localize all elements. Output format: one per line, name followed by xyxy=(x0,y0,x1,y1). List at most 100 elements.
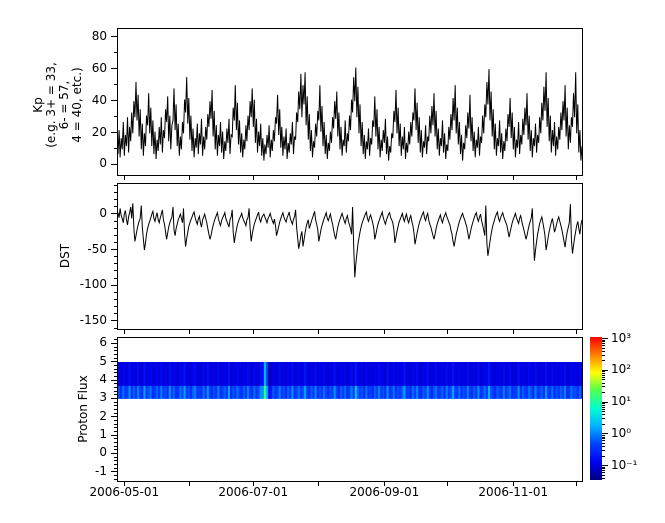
y-minor-tick xyxy=(114,199,117,201)
x-month-tick xyxy=(318,329,320,334)
colorbar-minor-tick xyxy=(602,455,605,457)
colorbar-minor-tick xyxy=(602,382,605,384)
y-tick-label: 60 xyxy=(91,60,107,75)
y-minor-tick xyxy=(114,394,117,396)
x-month-tick xyxy=(123,175,125,180)
dst-panel xyxy=(117,183,583,330)
x-month-tick xyxy=(383,481,385,486)
y-minor-tick xyxy=(114,419,117,421)
x-month-tick xyxy=(512,481,514,486)
x-month-tick xyxy=(318,481,320,486)
y-minor-tick xyxy=(114,375,117,377)
colorbar-major-tick xyxy=(602,338,608,340)
y-tick-label: -1 xyxy=(95,463,107,478)
y-minor-tick xyxy=(114,241,117,243)
y-major-tick xyxy=(111,100,117,102)
y-minor-tick xyxy=(114,148,117,149)
y-major-tick xyxy=(111,68,117,70)
y-minor-tick xyxy=(114,430,117,432)
colorbar-tick-label: 10² xyxy=(611,362,632,377)
colorbar-minor-tick xyxy=(602,434,605,436)
y-major-tick xyxy=(111,163,117,165)
colorbar-major-tick xyxy=(602,401,608,403)
kp-panel xyxy=(117,28,583,176)
x-month-tick xyxy=(189,481,191,486)
colorbar-minor-tick xyxy=(602,442,605,444)
y-minor-tick xyxy=(114,364,117,366)
x-month-tick xyxy=(447,175,449,180)
y-tick-label: -100 xyxy=(79,277,107,292)
y-minor-tick xyxy=(114,184,117,186)
colorbar-minor-tick xyxy=(602,470,605,472)
colorbar-minor-tick xyxy=(602,438,605,440)
y-major-tick xyxy=(111,471,117,473)
y-minor-tick xyxy=(114,445,117,447)
colorbar-minor-tick xyxy=(602,371,605,373)
y-major-tick xyxy=(111,36,117,38)
y-minor-tick xyxy=(114,263,117,265)
colorbar-minor-tick xyxy=(602,360,605,362)
colorbar-minor-tick xyxy=(602,474,605,476)
y-minor-tick xyxy=(114,467,117,469)
y-minor-tick xyxy=(114,438,117,440)
y-minor-tick xyxy=(114,405,117,407)
colorbar-minor-tick xyxy=(602,403,605,405)
y-minor-tick xyxy=(114,412,117,414)
y-minor-tick xyxy=(114,206,117,208)
colorbar-minor-tick xyxy=(602,446,605,448)
colorbar-tick-label: 10⁰ xyxy=(611,425,632,440)
y-minor-tick xyxy=(114,427,117,429)
y-minor-tick xyxy=(114,423,117,425)
y-minor-tick xyxy=(114,383,117,385)
y-tick-label: 0 xyxy=(99,156,107,171)
y-major-tick xyxy=(111,452,117,454)
x-month-tick xyxy=(252,329,254,334)
y-minor-tick xyxy=(114,227,117,229)
y-tick-label: -150 xyxy=(79,312,107,327)
colorbar-minor-tick xyxy=(602,450,605,452)
colorbar-minor-tick xyxy=(602,379,605,381)
x-month-tick xyxy=(252,481,254,486)
y-minor-tick xyxy=(114,313,117,315)
colorbar-minor-tick xyxy=(602,392,605,394)
kp-line-plot xyxy=(118,67,582,161)
y-major-tick xyxy=(111,213,117,215)
y-tick-label: 40 xyxy=(91,92,107,107)
y-minor-tick xyxy=(114,357,117,359)
y-minor-tick xyxy=(114,52,117,54)
y-major-tick xyxy=(111,132,117,134)
x-date-label: 2006-11-01 xyxy=(478,485,549,499)
x-month-tick xyxy=(447,329,449,334)
flux-colorbar xyxy=(590,337,602,480)
y-minor-tick xyxy=(114,256,117,258)
y-major-tick xyxy=(111,416,117,418)
x-month-tick xyxy=(252,175,254,180)
x-month-tick xyxy=(447,481,449,486)
colorbar-minor-tick xyxy=(602,350,605,352)
y-minor-tick xyxy=(114,350,117,352)
y-minor-tick xyxy=(114,368,117,370)
colorbar-minor-tick xyxy=(602,341,605,343)
y-major-tick xyxy=(111,397,117,399)
colorbar-minor-tick xyxy=(602,418,605,420)
colorbar-minor-tick xyxy=(602,477,605,479)
colorbar-minor-tick xyxy=(602,411,605,413)
x-month-tick xyxy=(123,329,125,334)
colorbar-minor-tick xyxy=(602,376,605,378)
x-month-tick xyxy=(576,175,578,180)
y-minor-tick xyxy=(114,372,117,374)
colorbar-minor-tick xyxy=(602,343,605,344)
y-minor-tick xyxy=(114,386,117,388)
y-minor-tick xyxy=(114,408,117,410)
y-major-tick xyxy=(111,434,117,436)
y-minor-tick xyxy=(114,401,117,403)
x-month-tick xyxy=(189,329,191,334)
colorbar-minor-tick xyxy=(602,372,605,374)
colorbar-minor-tick xyxy=(602,347,605,349)
colorbar-minor-tick xyxy=(602,436,605,438)
y-minor-tick xyxy=(114,339,117,341)
y-minor-tick xyxy=(114,346,117,348)
y-minor-tick xyxy=(114,460,117,462)
y-major-tick xyxy=(111,320,117,322)
